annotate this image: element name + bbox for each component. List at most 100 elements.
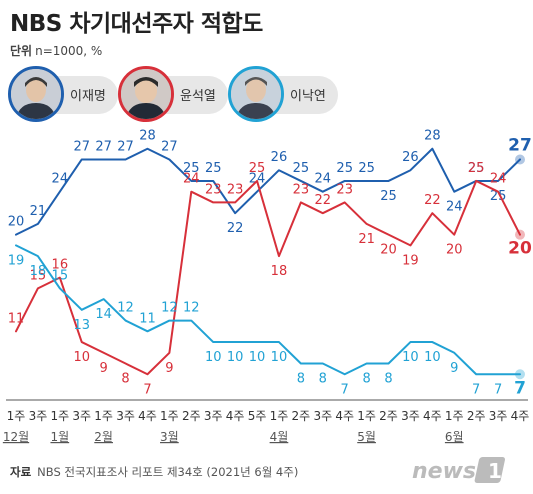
data-label: 20 <box>508 239 532 259</box>
data-label: 8 <box>362 372 370 387</box>
data-label: 19 <box>8 253 25 268</box>
x-tick-label: 4주 <box>226 409 245 423</box>
data-label: 12 <box>117 301 134 316</box>
x-month-label: 2월 <box>94 430 113 444</box>
data-label: 24 <box>490 172 507 187</box>
unit-note: 단위 n=1000, % <box>10 42 102 59</box>
candidate-portrait-lightblue-icon <box>228 66 284 122</box>
data-label: 24 <box>249 172 266 187</box>
data-label: 20 <box>8 215 25 230</box>
data-label: 24 <box>315 172 332 187</box>
x-month-label: 12월 <box>3 430 29 444</box>
legend-label-lee-jaemyung: 이재명 <box>70 89 106 104</box>
data-label: 19 <box>402 253 419 268</box>
data-label: 18 <box>271 264 288 279</box>
data-label: 12 <box>183 301 200 316</box>
data-label: 10 <box>227 350 244 365</box>
data-label: 11 <box>139 311 156 326</box>
data-label: 10 <box>205 350 222 365</box>
x-tick-label: 3주 <box>204 409 223 423</box>
legend-label-yoon-seokyeol: 윤석열 <box>180 89 216 104</box>
x-tick-label: 5주 <box>248 409 267 423</box>
series-line <box>15 179 521 376</box>
x-month-label: 6월 <box>445 430 464 444</box>
x-month-label: 3월 <box>160 430 179 444</box>
x-tick-label: 1주 <box>357 409 376 423</box>
data-label: 25 <box>205 161 222 176</box>
data-label: 24 <box>183 172 200 187</box>
x-tick-label: 2주 <box>467 409 486 423</box>
data-label: 27 <box>73 139 90 154</box>
x-tick-label: 3주 <box>29 409 48 423</box>
source-text: NBS 전국지표조사 리포트 제34호 (2021년 6월 4주) <box>37 465 299 479</box>
data-label: 25 <box>183 161 200 176</box>
data-label: 25 <box>293 161 310 176</box>
data-label: 28 <box>139 129 156 144</box>
data-label: 20 <box>380 243 397 258</box>
data-label: 15 <box>30 268 47 283</box>
data-label: 28 <box>424 129 441 144</box>
data-label: 7 <box>494 382 502 397</box>
data-label: 22 <box>424 193 441 208</box>
source-note: 자료 NBS 전국지표조사 리포트 제34호 (2021년 6월 4주) <box>10 464 298 480</box>
x-tick-label: 4주 <box>335 409 354 423</box>
data-label: 25 <box>468 161 485 176</box>
news1-logo: news 1 <box>412 457 506 484</box>
data-label: 23 <box>336 182 353 197</box>
data-label: 25 <box>249 161 266 176</box>
data-label: 26 <box>271 150 288 165</box>
data-label: 11 <box>8 311 25 326</box>
data-label: 23 <box>227 182 244 197</box>
data-label: 25 <box>468 161 485 176</box>
data-label: 25 <box>358 161 375 176</box>
x-tick-label: 4주 <box>138 409 157 423</box>
data-label: 10 <box>424 350 441 365</box>
x-tick-label: 3주 <box>72 409 91 423</box>
end-point-marker <box>515 154 525 165</box>
x-month-label: 4월 <box>270 430 289 444</box>
x-tick-label: 1주 <box>94 409 113 423</box>
data-label: 9 <box>100 361 108 376</box>
data-label: 18 <box>30 264 47 279</box>
data-label: 14 <box>95 307 112 322</box>
source-label: 자료 <box>10 465 32 479</box>
data-label: 7 <box>472 382 480 397</box>
x-tick-label: 3주 <box>313 409 332 423</box>
svg-text:news: news <box>412 459 476 484</box>
data-label: 27 <box>508 135 532 155</box>
data-label: 26 <box>402 150 419 165</box>
x-month-label: 5월 <box>357 430 376 444</box>
x-tick-label: 3주 <box>116 409 135 423</box>
data-label: 8 <box>319 372 327 387</box>
x-tick-label: 1주 <box>445 409 464 423</box>
end-point-marker <box>515 369 525 380</box>
data-label: 22 <box>315 193 332 208</box>
data-label: 25 <box>380 189 397 204</box>
data-label: 8 <box>297 372 305 387</box>
svg-text:1: 1 <box>488 459 502 483</box>
data-label: 8 <box>121 372 129 387</box>
x-tick-label: 2주 <box>379 409 398 423</box>
x-tick-label: 1주 <box>160 409 179 423</box>
unit-label: 단위 <box>10 44 33 58</box>
unit-value: n=1000, % <box>35 44 103 58</box>
data-label: 27 <box>95 139 112 154</box>
data-label: 10 <box>73 350 90 365</box>
candidate-portrait-red-icon <box>118 66 174 122</box>
data-label: 9 <box>450 361 458 376</box>
data-label: 16 <box>52 258 69 273</box>
x-tick-label: 2주 <box>292 409 311 423</box>
x-tick-label: 1주 <box>7 409 26 423</box>
data-label: 7 <box>341 382 349 397</box>
data-label: 25 <box>336 161 353 176</box>
data-label: 20 <box>446 243 463 258</box>
data-label: 13 <box>73 318 90 333</box>
legend: 이재명 윤석열 이낙연 <box>8 66 338 124</box>
data-label: 22 <box>227 221 244 236</box>
x-tick-label: 3주 <box>489 409 508 423</box>
data-label: 24 <box>52 172 69 187</box>
data-label: 9 <box>165 361 173 376</box>
data-label: 10 <box>402 350 419 365</box>
data-label: 27 <box>117 139 134 154</box>
